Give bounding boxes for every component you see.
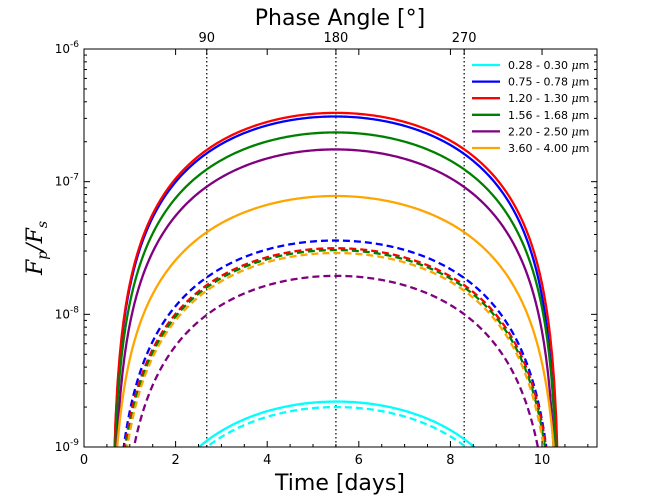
x-tick-label: 10 (534, 453, 551, 468)
x-tick-label: 8 (446, 453, 454, 468)
y-axis-ticks: 10-9 10-8 10-7 10-6 (55, 40, 597, 454)
y-tick-label: 10-9 (55, 438, 80, 454)
series-line-solid-5 (116, 194, 555, 447)
legend-entry-label: 3.60 - 4.00 μm (508, 142, 589, 155)
legend-entry-label: 0.75 - 0.78 μm (508, 76, 589, 89)
y-axis-label-s: s (35, 221, 51, 228)
series-line-solid-1 (113, 115, 557, 447)
y-axis-label-slash: / (23, 241, 48, 253)
x-tick-label: 4 (263, 453, 271, 468)
phase-tick-label-270: 270 (452, 31, 477, 46)
y-axis-label-p: p (35, 251, 51, 260)
series-line-dashed-9 (124, 248, 547, 447)
phase-tick-label-90: 90 (198, 31, 215, 46)
series-line-solid-4 (115, 148, 555, 447)
series-line-dashed-10 (126, 251, 545, 447)
y-axis-label-f2: F (23, 227, 48, 244)
y-tick-label: 10-6 (55, 40, 80, 56)
series-line-solid-3 (114, 131, 557, 447)
legend-entry-label: 1.20 - 1.30 μm (508, 92, 589, 105)
legend-entry-label: 1.56 - 1.68 μm (508, 109, 589, 122)
y-axis-label: Fp/Fs (23, 221, 51, 276)
phase-tick-label-180: 180 (324, 31, 349, 46)
y-tick-label: 10-8 (55, 305, 80, 321)
x-tick-label: 2 (171, 453, 179, 468)
y-tick-label: 10-7 (55, 173, 79, 189)
svg-text:Fp/Fs: Fp/Fs (23, 221, 51, 276)
series-line-dashed-6 (204, 405, 468, 447)
series-line-dashed-8 (123, 247, 548, 447)
series-line-solid-0 (197, 400, 476, 447)
legend: 0.28 - 0.30 μm 0.75 - 0.78 μm 1.20 - 1.30 … (472, 59, 589, 155)
phase-axis-ticks: 90 180 270 (198, 31, 477, 55)
series-line-dashed-7 (122, 239, 548, 447)
x-tick-label: 0 (80, 453, 88, 468)
plot-frame (83, 48, 598, 448)
x-axis-ticks: 0 2 4 6 8 10 (80, 49, 589, 468)
series-line-solid-2 (113, 111, 559, 447)
chart-title: Phase Angle [°] (255, 6, 425, 31)
x-tick-label: 6 (355, 453, 363, 468)
series-line-dashed-11 (132, 274, 540, 447)
x-axis-label: Time [days] (274, 471, 405, 496)
series-lines (113, 111, 559, 447)
legend-entry-label: 2.20 - 2.50 μm (508, 125, 589, 138)
legend-entry-label: 0.28 - 0.30 μm (508, 59, 589, 72)
y-axis-label-f1: F (23, 259, 48, 276)
